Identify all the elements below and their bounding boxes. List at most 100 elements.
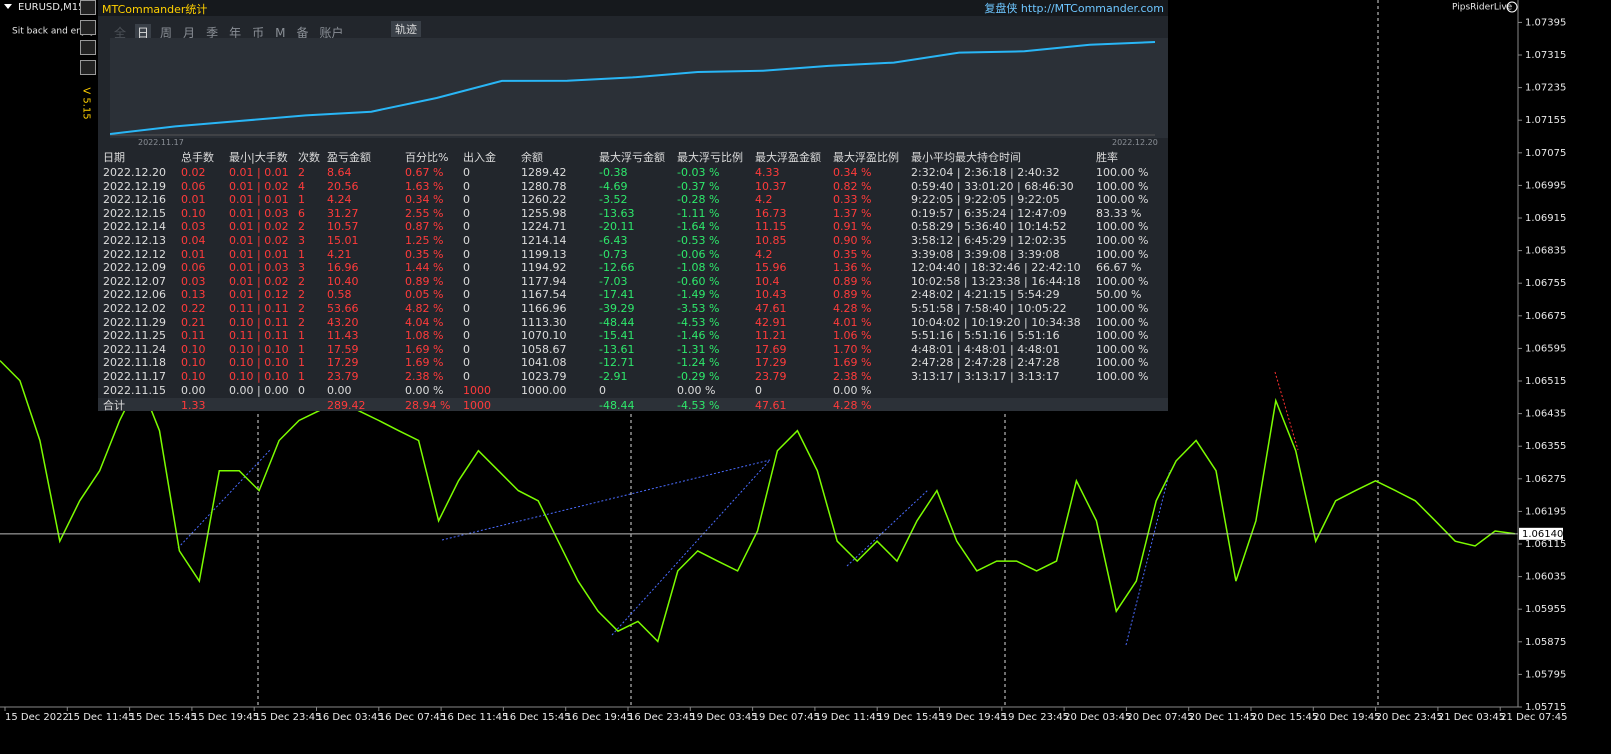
column-header: 最小平均最大持仓时间 [911,151,1021,164]
table-cell: -1.24 % [677,356,720,370]
x-tick-label: 15 Dec 15:45 [130,712,197,723]
table-cell: 0.35 % [833,247,872,261]
y-tick-label: 1.06835 [1525,246,1566,257]
icon-button[interactable] [80,60,96,75]
smiley-icon [1506,1,1518,13]
table-cell: 0.10 | 0.10 [229,370,289,383]
table-cell: 0.01 | 0.02 [229,179,289,193]
table-cell: 11.21 [755,329,787,343]
tab[interactable]: 周 [160,26,173,40]
menu-arrow[interactable] [4,4,12,9]
price-line [0,360,1516,643]
table-cell: 1199.13 [521,247,567,261]
table-cell: 0.01 | 0.01 [229,247,289,261]
y-tick-label: 1.06355 [1525,441,1566,452]
tab[interactable]: 备 [296,26,309,40]
x-tick-label: 19 Dec 03:45 [690,712,757,723]
table-cell: 1 [298,193,305,207]
site-link[interactable]: 复盘侠 http://MTCommander.com [984,2,1164,15]
table-cell: 0 [463,179,470,193]
tab[interactable]: 币 [252,26,265,40]
table-cell: 0 [463,261,470,275]
table-cell: 0.91 % [833,220,872,234]
column-header: 最大浮亏比例 [677,151,743,164]
y-tick-label: 1.06275 [1525,474,1566,485]
y-tick-label: 1.06435 [1525,409,1566,420]
table-cell: 10.40 [327,274,359,288]
table-cell: 16.73 [755,206,787,220]
table-cell: 4.2 [755,247,773,261]
trade-link [846,489,929,567]
table-cell: -0.28 % [677,193,720,207]
table-cell: 100.00 % [1096,193,1149,207]
table-cell: 1 [298,370,305,383]
table-cell: 100.00 % [1096,166,1149,179]
table-cell: 0.00 % [677,383,716,397]
balance-line [110,41,1156,135]
trail-button[interactable]: 轨迹 [391,21,421,37]
tab[interactable]: 年 [229,26,242,40]
table-cell: 4.82 % [405,302,444,315]
table-cell: 100.00 % [1096,302,1149,315]
table-cell: 2022.12.13 [103,234,166,247]
total-cell: -4.53 % [677,399,720,412]
table-cell: 100.00 % [1096,356,1149,370]
table-cell: 2 [298,315,305,329]
table-cell: 1214.14 [521,234,567,247]
table-cell: 0.10 | 0.10 [229,342,289,356]
table-cell: 0.11 [181,329,206,343]
table-cell: 11.43 [327,329,359,343]
table-cell: 0 [463,356,470,370]
table-cell: 0.67 % [405,166,444,179]
x-tick-label: 16 Dec 19:45 [566,712,633,723]
y-tick-label: 1.05795 [1525,669,1566,680]
table-cell: 0.01 | 0.02 [229,234,289,247]
table-cell: -12.71 [599,356,635,370]
x-tick-label: 20 Dec 03:45 [1064,712,1131,723]
table-cell: 1 [298,247,305,261]
table-cell: 4.2 [755,193,773,207]
tab[interactable]: 日 [135,24,152,41]
table-cell: 1.63 % [405,179,444,193]
column-header: 余额 [521,151,543,164]
x-tick-label: 16 Dec 15:45 [503,712,570,723]
table-cell: 1166.96 [521,302,567,315]
table-cell: 0:19:57 | 6:35:24 | 12:47:09 [911,206,1067,220]
table-cell: -0.60 % [677,274,720,288]
icon-button[interactable] [80,20,96,35]
table-cell: 2 [298,302,305,315]
table-cell: 0 [463,247,470,261]
table-cell: 2022.11.17 [103,370,166,383]
tab[interactable]: M [275,26,286,40]
title-bar [98,0,1168,16]
table-cell: 2:48:02 | 4:21:15 | 5:54:29 [911,288,1060,302]
tab[interactable]: 季 [206,26,219,40]
table-cell: 0.06 [181,179,206,193]
table-cell: -7.03 [599,274,628,288]
x-tick-label: 16 Dec 03:45 [317,712,384,723]
x-tick-label: 20 Dec 23:45 [1376,712,1443,723]
table-cell: 2.38 % [405,370,444,383]
table-cell: 0 [463,315,470,329]
table-cell: 2022.11.25 [103,329,166,343]
table-cell: 0.21 [181,315,206,329]
curve-background [110,38,1168,138]
tab[interactable]: 账户 [319,26,344,40]
y-tick-label: 1.05715 [1525,702,1566,713]
tab[interactable]: 月 [183,26,196,40]
table-cell: 0.01 | 0.01 [229,193,289,207]
table-cell: 17.29 [327,356,359,370]
table-cell: 1224.71 [521,220,567,234]
table-cell: 1.44 % [405,261,444,275]
table-cell: 0.03 [181,274,206,288]
icon-button[interactable] [80,0,96,15]
table-cell: 8.64 [327,166,352,179]
column-header: 最小|大手数 [229,151,288,164]
tab[interactable]: 全 [114,26,127,40]
y-tick-label: 1.06195 [1525,506,1566,517]
icon-button[interactable] [80,40,96,55]
table-cell: 0.05 % [405,288,444,302]
table-cell: 1.36 % [833,261,872,275]
x-tick-label: 19 Dec 11:45 [815,712,882,723]
